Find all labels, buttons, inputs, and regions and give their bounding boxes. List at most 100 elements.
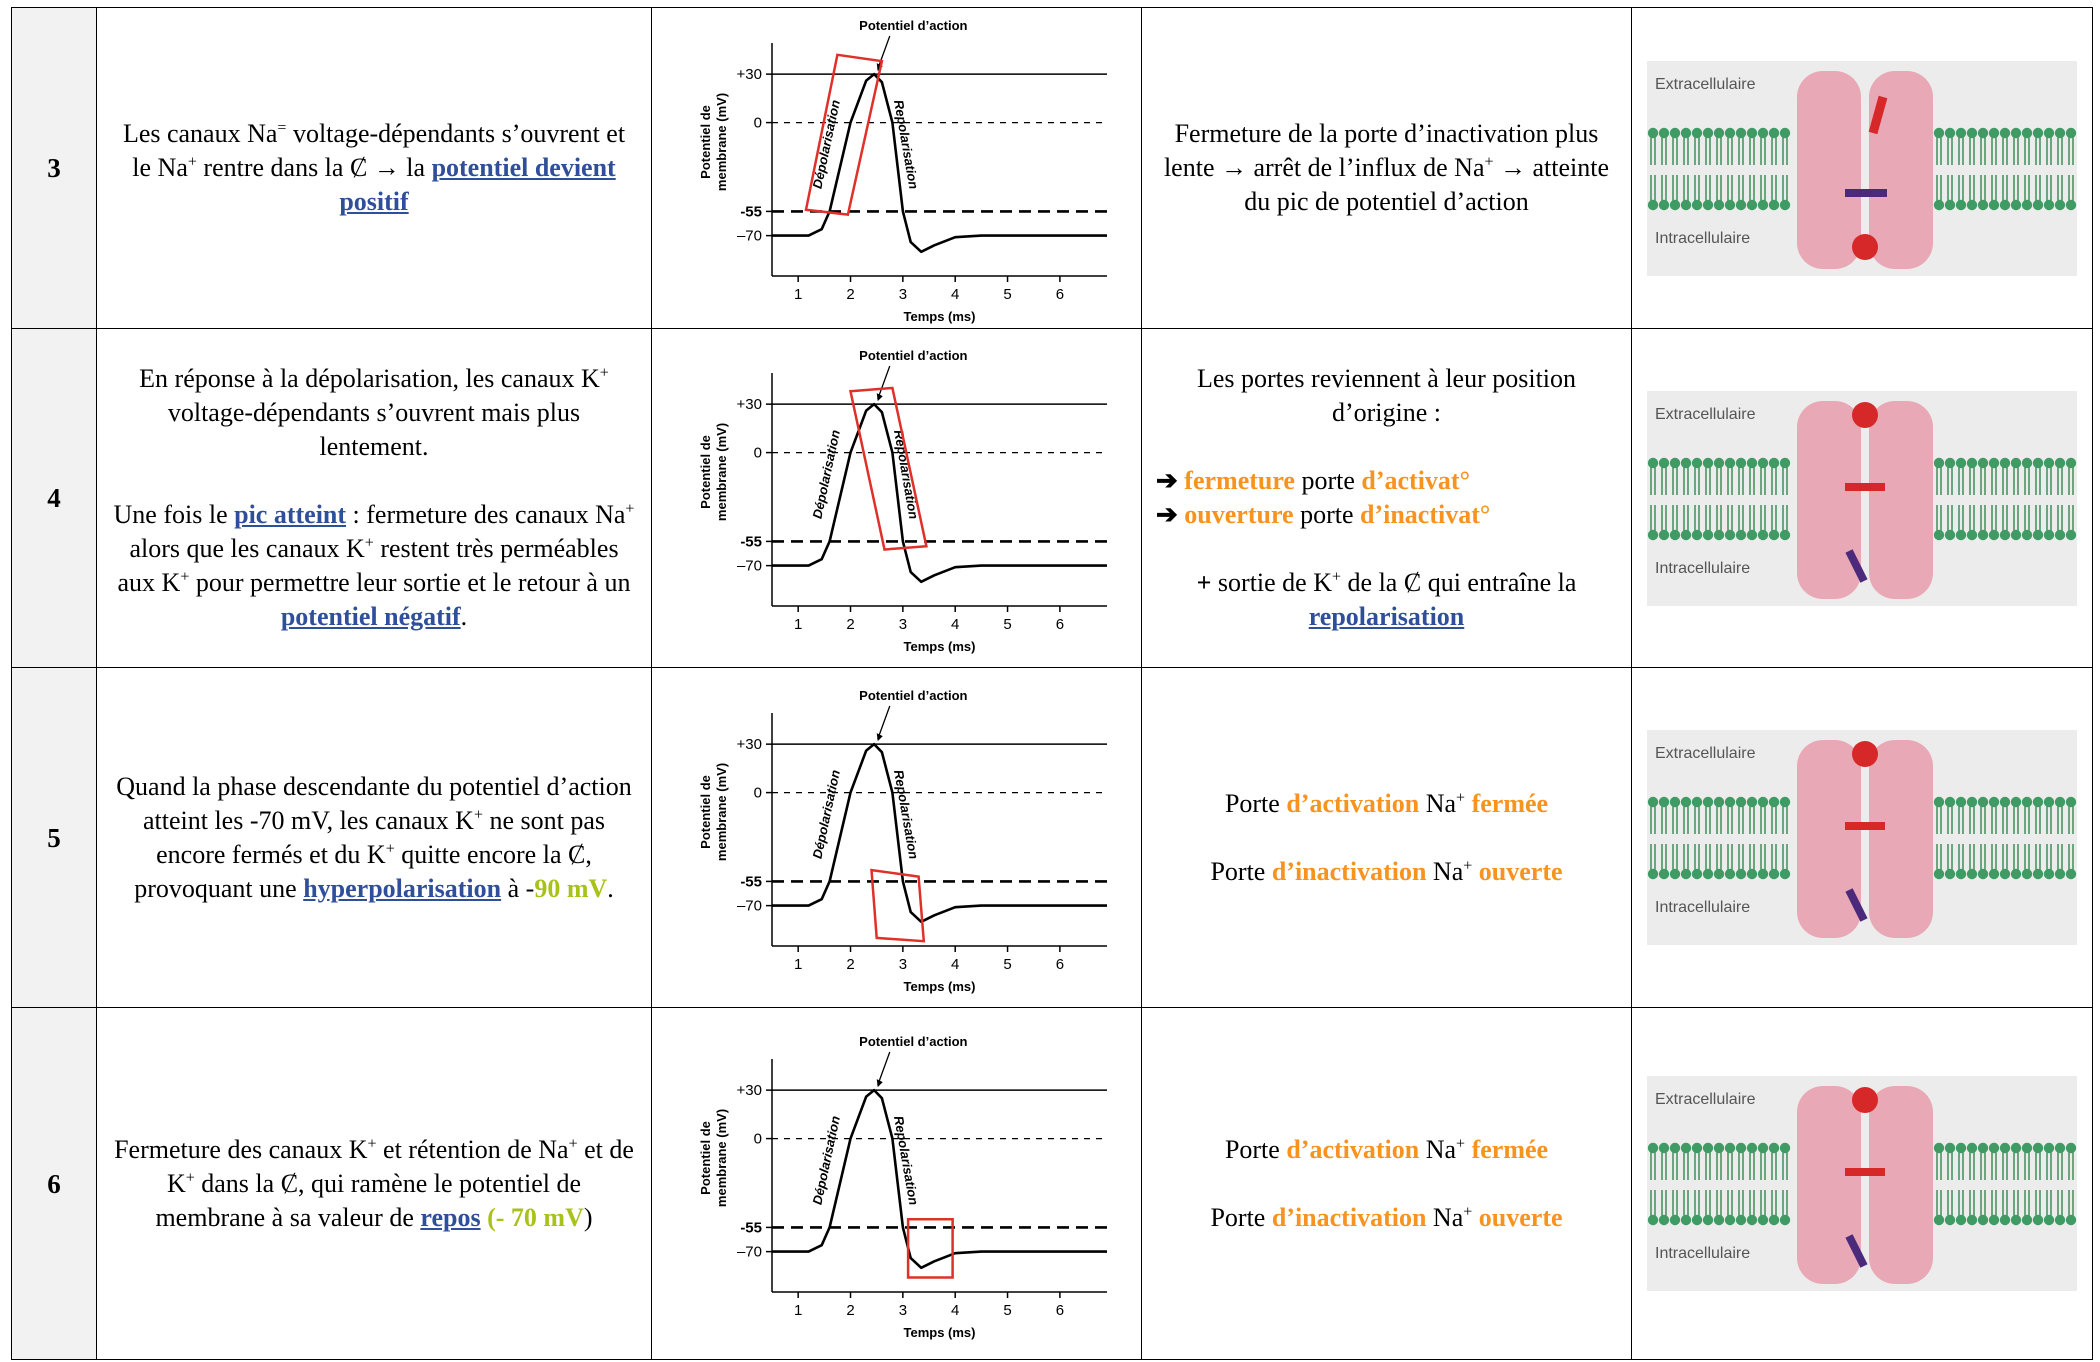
text-line: Porte d’inactivation Na+ ouverte: [1156, 855, 1617, 889]
lipid-head: [2011, 869, 2021, 879]
y-axis-label: Potentiel demembrane (mV): [698, 1108, 729, 1206]
lipid-head: [1747, 1143, 1757, 1153]
lipid-head: [2066, 199, 2076, 209]
lipid-head: [1703, 199, 1713, 209]
x-tick-label: 6: [1055, 616, 1063, 633]
table: 3Les canaux Na= voltage-dépendants s’ouv…: [11, 7, 2093, 1360]
lipid-head: [1780, 797, 1790, 807]
lipid-head: [2044, 529, 2054, 539]
lipid-head: [2044, 199, 2054, 209]
text-run: porte: [1295, 466, 1361, 495]
channel-lobe: [1869, 740, 1933, 938]
lipid-head: [2033, 457, 2043, 467]
text-line: En réponse à la dépolarisation, les cana…: [111, 362, 637, 464]
lipid-head: [1747, 529, 1757, 539]
lipid-head: [1681, 797, 1691, 807]
lipid-head: [1670, 199, 1680, 209]
lipid-head: [2066, 797, 2076, 807]
text-run: +: [1332, 568, 1341, 585]
lipid-head: [1769, 127, 1779, 137]
text-line: Fermeture des canaux K+ et rétention de …: [111, 1133, 637, 1235]
channel-lobe: [1797, 71, 1861, 269]
y-tick-label: -55: [740, 203, 762, 220]
y-axis-label-line: membrane (mV): [714, 762, 729, 860]
lipid-head: [1681, 199, 1691, 209]
text-run: d’inactivation: [1272, 857, 1427, 886]
text-run: repos: [420, 1203, 480, 1232]
lipid-head: [2011, 199, 2021, 209]
lipid-head: [2055, 127, 2065, 137]
paragraph: En réponse à la dépolarisation, les cana…: [111, 362, 637, 464]
text-run: et rétention de Na: [377, 1135, 569, 1164]
lipid-head: [1989, 529, 1999, 539]
x-tick-label: 1: [794, 286, 802, 303]
lipid-head: [1769, 1215, 1779, 1225]
text-run: .: [607, 874, 614, 903]
extracellular-label: Extracellulaire: [1655, 745, 1756, 762]
intracellular-label: Intracellulaire: [1655, 560, 1750, 577]
lipid-head: [1692, 457, 1702, 467]
lipid-head: [1692, 529, 1702, 539]
text-line: Quand la phase descendante du potentiel …: [111, 770, 637, 906]
lipid-head: [1703, 1143, 1713, 1153]
table-row: 5 Quand la phase descendante du potentiel…: [12, 668, 2093, 1008]
text-run: +: [365, 534, 374, 551]
lipid-head: [1945, 1215, 1955, 1225]
lipid-head: [1978, 797, 1988, 807]
lipid-head: [2011, 1143, 2021, 1153]
title-arrow: [877, 36, 889, 69]
description-cell: Quand la phase descendante du potentiel …: [97, 668, 652, 1008]
lipid-head: [1736, 199, 1746, 209]
lipid-head: [1758, 529, 1768, 539]
text-line: Fermeture de la porte d’inactivation plu…: [1156, 117, 1617, 219]
lipid-head: [1736, 869, 1746, 879]
x-tick-label: 5: [1003, 956, 1011, 973]
text-run: Na: [1426, 857, 1463, 886]
title-arrow: [877, 366, 889, 399]
lipid-head: [2000, 199, 2010, 209]
text-run: ➔: [1156, 500, 1184, 529]
y-tick-label: –70: [736, 558, 761, 575]
lipid-head: [1692, 797, 1702, 807]
text-run: ouverte: [1472, 857, 1562, 886]
text-run: voltage-dépendants s’ouvrent mais plus l…: [168, 398, 580, 461]
lipid-head: [1747, 199, 1757, 209]
paragraph: ➔ fermeture porte d’activat°➔ ouverture …: [1156, 464, 1617, 532]
text-run: +: [186, 1169, 195, 1186]
highlight-box: [850, 388, 926, 550]
y-axis-label-line: Potentiel de: [698, 105, 713, 179]
text-run: Porte: [1225, 1135, 1286, 1164]
lipid-head: [1714, 1215, 1724, 1225]
text-run: +: [1484, 153, 1493, 170]
lipid-head: [1725, 869, 1735, 879]
lipid-head: [1681, 529, 1691, 539]
row-number: 6: [12, 1008, 97, 1360]
text-line: Porte d’activation Na+ fermée: [1156, 1133, 1617, 1167]
lipid-head: [1780, 1215, 1790, 1225]
x-tick-label: 1: [794, 956, 802, 973]
y-axis-label-line: membrane (mV): [714, 93, 729, 191]
lipid-head: [1747, 869, 1757, 879]
lipid-head: [1659, 127, 1669, 137]
lipid-head: [1978, 199, 1988, 209]
lipid-head: [1978, 127, 1988, 137]
text-run: ouverture: [1184, 500, 1293, 529]
lipid-head: [1648, 127, 1658, 137]
lipid-head: [1769, 797, 1779, 807]
lipid-head: [1747, 1215, 1757, 1225]
lipid-head: [1725, 797, 1735, 807]
text-run: +: [1463, 857, 1472, 874]
lipid-head: [1670, 1215, 1680, 1225]
lipid-head: [1934, 797, 1944, 807]
row-number: 3: [12, 8, 97, 329]
text-run: Porte: [1210, 1203, 1271, 1232]
text-run: d’activat°: [1361, 466, 1470, 495]
lipid-head: [1714, 869, 1724, 879]
lipid-head: [1703, 127, 1713, 137]
lipid-head: [1703, 869, 1713, 879]
lipid-head: [2066, 529, 2076, 539]
y-tick-label: -55: [740, 873, 762, 890]
lipid-head: [2044, 869, 2054, 879]
channel-lobe: [1869, 1086, 1933, 1284]
lipid-head: [2055, 1143, 2065, 1153]
